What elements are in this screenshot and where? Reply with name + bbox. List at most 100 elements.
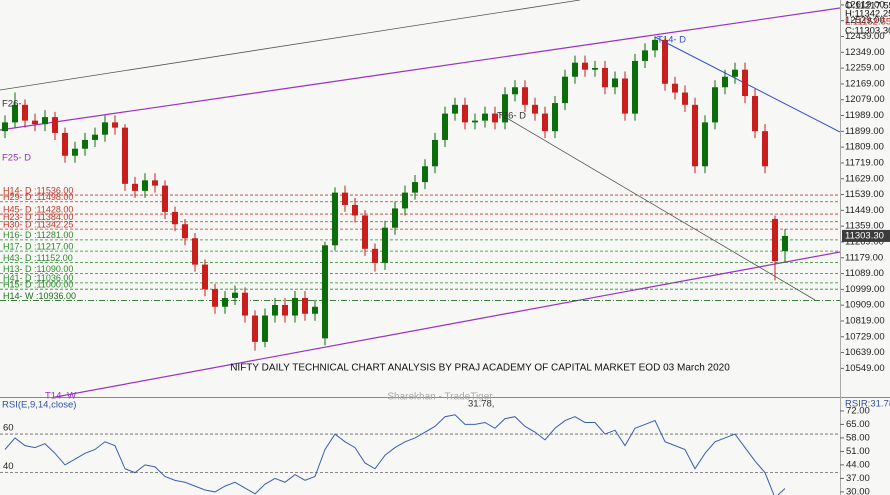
candle-body <box>22 104 28 121</box>
y-tick-label: 12259.00 <box>845 63 885 74</box>
candle-body <box>432 139 438 167</box>
candle-body <box>202 264 208 290</box>
rsi-y-tick-label: 37.00 <box>846 473 870 484</box>
candle-body <box>252 315 258 342</box>
trendline-label: T14- W <box>45 391 76 402</box>
y-tick-label: 11899.00 <box>845 126 884 137</box>
candle-body <box>652 39 658 51</box>
candle-body <box>142 180 148 191</box>
candle-body <box>172 211 178 225</box>
level-label: H15- D :11000.00 <box>3 280 73 290</box>
y-tick-label: 11449.00 <box>845 205 884 216</box>
y-tick-label: 12619.00 <box>845 0 885 10</box>
ohlc-low: L:11152.55 <box>845 17 890 28</box>
candle-body <box>752 96 758 132</box>
candle-body <box>572 62 578 77</box>
candle-body <box>602 67 608 88</box>
candle-body <box>552 103 558 132</box>
candle-body <box>472 120 478 123</box>
level-label: H16- D :11281.00 <box>3 230 73 240</box>
level-label: H43- D :11152.00 <box>3 253 73 263</box>
y-tick-label: 10549.00 <box>845 363 885 374</box>
candle-body <box>362 215 368 249</box>
candle-body <box>542 113 548 132</box>
candle-body <box>422 166 428 183</box>
candle-body <box>122 127 128 184</box>
rsi-y-tick-label: 51.00 <box>846 446 870 457</box>
candle-body <box>272 304 278 316</box>
level-label: H29- D :11498.00 <box>3 192 73 202</box>
candle-body <box>352 204 358 216</box>
candle-body <box>672 83 678 93</box>
candle-body <box>372 248 378 263</box>
candle-body <box>632 60 638 114</box>
candle-body <box>392 208 398 228</box>
y-tick-label: 10819.00 <box>845 315 885 326</box>
trendline <box>499 113 816 301</box>
candle-body <box>712 87 718 123</box>
y-tick-label: 11719.00 <box>845 157 884 168</box>
rsi-level-label: 60 <box>3 423 14 434</box>
rsi-right-label: RSIR:31.78 <box>845 399 890 410</box>
candle-body <box>642 50 648 61</box>
trendline <box>0 7 840 131</box>
candle-body <box>522 87 528 105</box>
rsi-label: RSI(E,9,14,close) <box>2 400 76 411</box>
watermark: Sharekhan - TradeTiger <box>387 392 493 403</box>
candle-body <box>442 113 448 140</box>
candle-body <box>722 76 728 88</box>
candle-body <box>232 292 238 298</box>
level-label: H14- D :11536.00 <box>3 185 73 195</box>
rsi-y-tick-label: 65.00 <box>846 419 870 430</box>
trendline-label: T14- D <box>657 35 686 46</box>
candle-body <box>12 104 18 123</box>
candle-body <box>72 148 78 156</box>
price-tag <box>842 229 890 242</box>
candle-body <box>612 78 618 88</box>
rsi-value: 31.78, <box>468 399 494 410</box>
candle-body <box>262 315 268 342</box>
rsi-y-tick-label: 72.00 <box>846 405 870 416</box>
candle-body <box>592 67 598 70</box>
price-tag-label: 11303.30 <box>845 230 884 241</box>
candle-body <box>772 218 778 262</box>
y-tick-label: 12529.00 <box>845 15 885 26</box>
candle-body <box>562 76 568 104</box>
candle-body <box>462 104 468 123</box>
y-tick-label: 11269.00 <box>845 236 884 247</box>
level-label: H41- D :11036.00 <box>3 273 73 283</box>
y-tick-label: 12169.00 <box>845 78 885 89</box>
candle-body <box>332 192 338 246</box>
candle-body <box>42 117 48 125</box>
candle-body <box>212 289 218 307</box>
candle-body <box>582 62 588 70</box>
candle-body <box>682 92 688 105</box>
candle-body <box>702 122 708 167</box>
candle-body <box>32 120 38 125</box>
candle-body <box>622 78 628 114</box>
candle-body <box>412 182 418 193</box>
rsi-y-tick-label: 30.00 <box>846 486 870 495</box>
y-tick-label: 11539.00 <box>845 189 884 200</box>
candle-body <box>732 69 738 77</box>
candle-body <box>132 183 138 191</box>
candle-body <box>182 224 188 239</box>
candle-body <box>52 117 58 133</box>
candle-body <box>382 227 388 263</box>
trendline-label: T26- D <box>497 111 526 122</box>
y-tick-label: 12079.00 <box>845 94 885 105</box>
candle-body <box>662 39 668 84</box>
candle-body <box>92 134 98 140</box>
y-tick-label: 11359.00 <box>845 221 884 232</box>
candle-body <box>2 122 8 132</box>
y-tick-label: 12439.00 <box>845 31 885 42</box>
y-tick-label: 11809.00 <box>845 142 884 153</box>
candle-body <box>342 192 348 205</box>
candle-body <box>82 139 88 149</box>
candle-body <box>492 113 498 123</box>
y-tick-label: 12349.00 <box>845 47 885 58</box>
ohlc-high: H:11342.25 <box>845 9 890 20</box>
candle-body <box>112 122 118 128</box>
